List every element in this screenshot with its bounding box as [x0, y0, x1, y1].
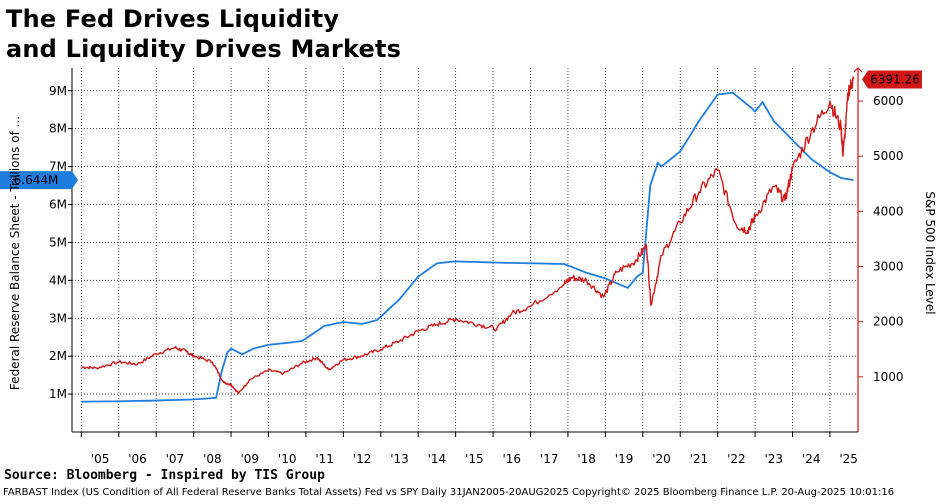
axes	[71, 67, 863, 433]
x-tick-label: '13	[390, 452, 409, 466]
x-tick-label: '25	[839, 452, 858, 466]
left-tick-label: 9M	[49, 84, 67, 98]
footer-note: FARBAST Index (US Condition of All Feder…	[3, 487, 895, 498]
right-tick-label: 5000	[873, 149, 904, 163]
left-tick-label: 7M	[49, 160, 67, 174]
spx-last-value-flag	[862, 70, 922, 89]
x-tick-label: '14	[428, 452, 447, 466]
x-tick-label: '15	[465, 452, 484, 466]
right-tick-label: 1000	[873, 370, 904, 384]
last-value-flags: 6.644M 6391.26	[0, 70, 922, 190]
left-tick-label: 5M	[49, 235, 67, 249]
spx-last-value-label: 6391.26	[870, 73, 920, 87]
x-tick-label: '22	[727, 452, 746, 466]
right-tick-label: 6000	[873, 94, 904, 108]
x-tick-label: '19	[615, 452, 634, 466]
title-line-2: and Liquidity Drives Markets	[6, 35, 402, 63]
right-tick-label: 4000	[873, 204, 904, 218]
left-tick-label: 8M	[49, 122, 67, 136]
x-tick-label: '18	[577, 452, 596, 466]
right-tick-label: 2000	[873, 315, 904, 329]
title-line-1: The Fed Drives Liquidity	[6, 5, 340, 33]
left-axis-ticks: 1M 2M 3M 4M 5M 6M 7M 8M 9M	[49, 84, 72, 401]
left-tick-label: 3M	[49, 311, 67, 325]
left-tick-label: 6M	[49, 198, 67, 212]
right-tick-label: 3000	[873, 260, 904, 274]
fed-balance-line	[81, 91, 854, 403]
x-tick-label: '08	[203, 452, 222, 466]
right-axis-label: S&P 500 Index Level	[923, 191, 937, 314]
x-tick-label: '12	[353, 452, 372, 466]
source-note: Source: Bloomberg - Inspired by TIS Grou…	[4, 468, 325, 483]
grid-lines	[72, 68, 858, 432]
x-tick-label: '20	[652, 452, 671, 466]
left-tick-label: 1M	[49, 387, 67, 401]
x-tick-label: '21	[690, 452, 709, 466]
x-tick-label: '05	[91, 452, 110, 466]
x-tick-label: '07	[166, 452, 185, 466]
x-axis-ticks: '05 '06 '07 '08 '09 '10 '11 '12 '13 '14 '15 '16 '17 '…	[80, 432, 858, 466]
series-lines	[81, 76, 855, 403]
fed-last-value-label: 6.644M	[14, 173, 59, 187]
x-tick-label: '17	[540, 452, 559, 466]
left-axis-label: Federal Reserve Balance Sheet - Trillion…	[8, 116, 22, 390]
x-tick-label: '09	[240, 452, 259, 466]
x-tick-label: '24	[802, 452, 821, 466]
left-tick-label: 2M	[49, 349, 67, 363]
right-axis-arrow	[853, 67, 863, 73]
x-tick-label: '23	[764, 452, 783, 466]
x-tick-label: '10	[278, 452, 297, 466]
x-tick-label: '16	[502, 452, 521, 466]
left-tick-label: 4M	[49, 273, 67, 287]
x-tick-label: '06	[128, 452, 147, 466]
spx-line	[81, 76, 855, 395]
right-axis-ticks: 1000 2000 3000 4000 5000 6000	[858, 94, 904, 384]
fed-last-value-flag	[0, 171, 78, 190]
chart-title: The Fed Drives Liquidity and Liquidity D…	[6, 4, 401, 64]
x-tick-label: '11	[315, 452, 334, 466]
